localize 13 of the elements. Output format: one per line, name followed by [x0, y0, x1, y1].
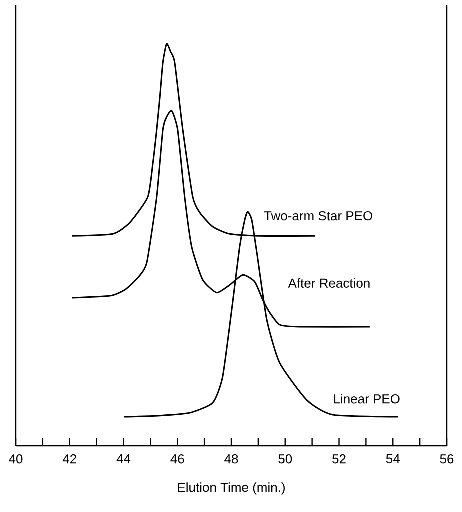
- x-tick-label: 42: [62, 454, 76, 464]
- series-label: Two-arm Star PEO: [264, 211, 372, 221]
- text: After Reaction: [288, 278, 370, 288]
- x-tick-label: 56: [440, 454, 454, 464]
- x-tick-label: 52: [332, 454, 346, 464]
- x-tick-label: 48: [224, 454, 238, 464]
- x-tick-label: 54: [386, 454, 400, 464]
- x-tick-label: 40: [9, 454, 23, 464]
- x-tick-label: 44: [116, 454, 131, 464]
- x-axis-title: Elution Time (min.): [178, 482, 285, 495]
- series-label: Linear PEO: [334, 394, 400, 404]
- x-tick-label: 46: [170, 454, 184, 464]
- x-tick-label: 50: [278, 454, 292, 464]
